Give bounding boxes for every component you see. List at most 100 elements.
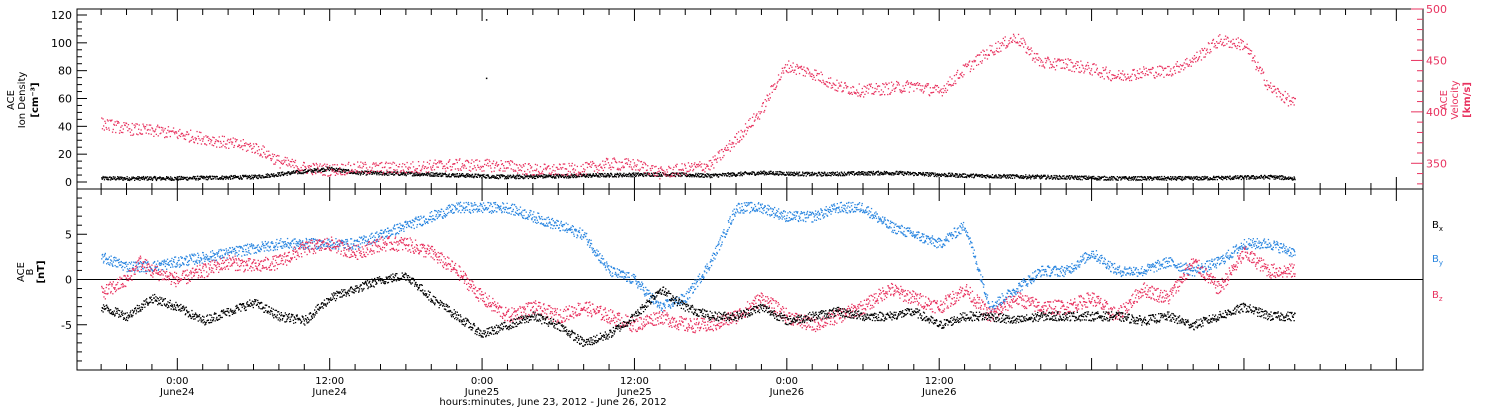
velocity-point	[1211, 42, 1213, 44]
density-point	[883, 172, 885, 174]
velocity-point	[1028, 54, 1030, 56]
velocity-point	[749, 118, 751, 120]
density-point	[565, 175, 567, 178]
density-point	[366, 173, 368, 176]
density-point	[425, 174, 427, 176]
density-point	[888, 173, 890, 176]
velocity-point	[504, 161, 507, 163]
density-point	[1065, 178, 1067, 180]
density-point	[434, 172, 437, 174]
density-point	[651, 173, 654, 175]
density-point	[278, 172, 281, 174]
velocity-point	[234, 138, 236, 140]
density-point	[318, 169, 321, 171]
density-point	[1032, 174, 1034, 176]
density-point	[1134, 176, 1137, 178]
velocity-point	[1036, 59, 1038, 61]
density-point	[878, 172, 881, 175]
density-point	[359, 171, 361, 173]
velocity-point	[194, 137, 196, 139]
velocity-point	[680, 169, 683, 171]
velocity-point	[1214, 43, 1216, 45]
density-point	[702, 173, 705, 175]
bottom-tick-label: 5	[65, 228, 72, 241]
density-point	[149, 176, 151, 178]
velocity-point	[990, 49, 992, 52]
density-point	[1084, 175, 1086, 177]
velocity-point	[630, 161, 632, 163]
velocity-point	[570, 174, 572, 176]
density-point	[183, 177, 185, 179]
velocity-point	[666, 169, 668, 171]
velocity-point	[365, 163, 367, 166]
density-point	[200, 175, 202, 177]
density-point	[622, 175, 625, 177]
by-point	[208, 260, 210, 263]
velocity-point	[904, 90, 906, 92]
density-point	[1020, 175, 1022, 177]
density-point	[904, 171, 906, 173]
velocity-point	[201, 138, 203, 140]
velocity-point	[517, 167, 519, 169]
velocity-point	[1195, 56, 1197, 59]
density-point	[822, 175, 824, 177]
velocity-point	[410, 163, 412, 165]
velocity-point	[138, 128, 140, 130]
velocity-point	[1255, 68, 1257, 71]
velocity-point	[1139, 68, 1141, 70]
velocity-point	[191, 135, 194, 138]
velocity-point	[337, 170, 340, 173]
velocity-point	[981, 60, 983, 62]
velocity-point	[568, 162, 570, 165]
velocity-point	[1040, 59, 1043, 61]
density-point	[410, 171, 412, 173]
velocity-point	[374, 163, 376, 165]
velocity-point	[1203, 56, 1205, 58]
density-point	[334, 168, 336, 170]
density-point	[273, 176, 275, 178]
velocity-point	[1261, 70, 1263, 72]
velocity-point	[548, 165, 550, 167]
by-point	[146, 270, 148, 272]
density-point	[432, 172, 434, 174]
by-point	[213, 259, 215, 261]
density-point	[143, 179, 146, 181]
density-point	[1068, 176, 1070, 178]
velocity-point	[591, 160, 594, 163]
density-point	[634, 174, 636, 176]
velocity-point	[888, 82, 890, 84]
density-point	[421, 173, 423, 175]
velocity-point	[1037, 59, 1039, 61]
velocity-point	[666, 171, 669, 173]
velocity-point	[166, 136, 168, 138]
density-point	[698, 175, 700, 177]
density-point	[174, 177, 177, 179]
velocity-point	[1206, 48, 1208, 50]
density-point	[414, 173, 416, 175]
velocity-point	[169, 130, 171, 132]
velocity-point	[492, 162, 494, 165]
density-point	[210, 175, 212, 177]
velocity-point	[1148, 69, 1150, 71]
density-point	[1125, 176, 1127, 178]
velocity-point	[1029, 48, 1031, 50]
velocity-point	[599, 163, 601, 165]
density-point	[1146, 179, 1148, 181]
velocity-point	[241, 145, 243, 147]
by-point	[221, 254, 223, 257]
density-point	[728, 173, 730, 176]
density-point	[310, 169, 313, 171]
density-point	[427, 173, 429, 175]
density-point	[183, 176, 186, 179]
velocity-point	[1174, 69, 1176, 72]
density-point	[590, 174, 592, 176]
density-point	[732, 172, 734, 175]
velocity-point	[280, 162, 283, 165]
velocity-point	[945, 91, 947, 93]
density-point	[362, 171, 364, 173]
density-point	[806, 173, 809, 176]
density-point	[426, 173, 428, 175]
by-point	[114, 260, 117, 262]
velocity-point	[1035, 53, 1037, 55]
density-point	[512, 176, 514, 178]
